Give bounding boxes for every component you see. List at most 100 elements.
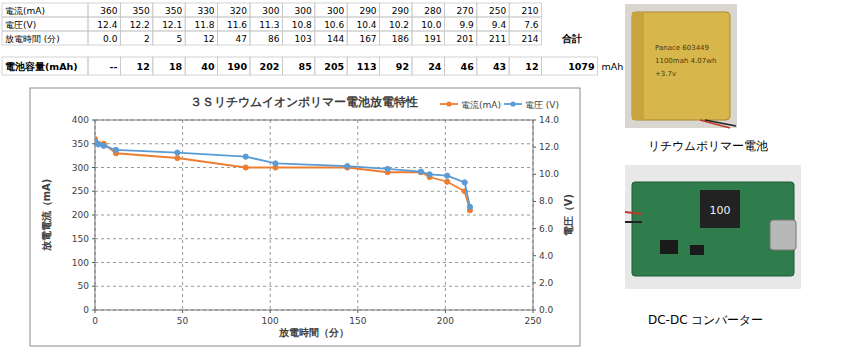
series-marker	[427, 172, 432, 177]
x-tick-label: 0	[92, 316, 98, 326]
table-cell	[509, 57, 541, 75]
legend-marker	[510, 101, 515, 106]
y-tick-label: 400	[72, 115, 89, 125]
table-cell	[444, 17, 476, 31]
cell-text: 10.6	[324, 20, 344, 30]
table-cell	[185, 17, 217, 31]
cell-text: --	[110, 61, 118, 72]
inductor	[700, 190, 740, 228]
wire	[625, 212, 642, 214]
total-unit: mAh	[602, 61, 624, 72]
table-cell	[477, 17, 509, 31]
x-tick	[182, 310, 183, 313]
table-cell	[250, 3, 282, 17]
y-tick	[92, 120, 95, 121]
row-label: 電池容量(mAh)	[5, 61, 78, 72]
cell-text: 300	[327, 6, 344, 16]
cell-text: 9.9	[459, 20, 474, 30]
cell-text: 350	[133, 6, 150, 16]
cell-text: 186	[392, 34, 409, 44]
cell-text: 190	[227, 61, 247, 72]
table-cell	[315, 3, 347, 17]
table-cell	[185, 31, 217, 45]
table-cell	[2, 17, 88, 31]
cell-text: 103	[295, 34, 312, 44]
y-tick	[92, 191, 95, 192]
table-cell	[185, 57, 217, 75]
x-tick	[357, 310, 358, 313]
x-tick-label: 200	[437, 316, 454, 326]
y2-tick	[533, 120, 536, 121]
x-axis-label: 放電時間（分）	[278, 327, 349, 338]
grid-line	[95, 286, 533, 287]
cell-text: 12.1	[162, 20, 182, 30]
cell-text: 250	[489, 6, 506, 16]
y2-axis-label: 電圧（V)	[563, 194, 574, 236]
battery-body	[632, 12, 730, 120]
table-cell	[412, 57, 444, 75]
series-marker	[243, 154, 248, 159]
table-cell	[282, 17, 314, 31]
table-cell	[88, 31, 120, 45]
table-cell	[477, 3, 509, 17]
cell-text: 92	[396, 61, 409, 72]
cell-text: 12	[137, 61, 150, 72]
y-tick	[92, 167, 95, 168]
y-tick-label: 350	[72, 139, 89, 149]
grid-line	[95, 238, 533, 239]
table-cell	[380, 3, 412, 17]
cell-text: 280	[424, 6, 441, 16]
table-cell	[153, 31, 185, 45]
table-cell	[120, 57, 152, 75]
y2-tick	[533, 147, 536, 148]
y-tick	[92, 310, 95, 311]
battery-wire	[705, 120, 736, 126]
row-label: 放電時間 (分)	[5, 34, 60, 44]
series-line	[95, 142, 470, 207]
chart-frame	[30, 88, 580, 346]
series-marker	[462, 180, 467, 185]
y-tick-label: 300	[72, 163, 89, 173]
y2-tick-label: 8.0	[539, 196, 554, 206]
cell-text: 10.8	[292, 20, 312, 30]
table-cell	[315, 57, 347, 75]
series-marker	[175, 150, 180, 155]
series-marker	[101, 143, 106, 148]
y2-tick-label: 14.0	[539, 115, 559, 125]
cell-text: 300	[295, 6, 312, 16]
photos: Panace 6034491100mah 4.07wh+3.7vリチウムポリマー…	[625, 4, 801, 327]
table-cell	[218, 57, 250, 75]
y2-tick	[533, 310, 536, 311]
cell-text: 167	[359, 34, 376, 44]
y-tick-label: 50	[78, 281, 90, 291]
cell-text: 10.0	[421, 20, 441, 30]
total-value: 1079	[568, 61, 594, 72]
inductor-label: 100	[710, 204, 731, 217]
page: 電流(mA)3603503503303203003003002902902802…	[0, 0, 850, 350]
cell-text: 12.4	[97, 20, 117, 30]
table-cell	[315, 31, 347, 45]
legend: 電流(mA)電圧 (V)	[440, 100, 559, 110]
table-cell	[250, 17, 282, 31]
series-marker	[273, 161, 278, 166]
cell-text: 12.2	[130, 20, 150, 30]
y2-tick-label: 0.0	[539, 305, 554, 315]
cell-text: 144	[327, 34, 344, 44]
table-cell	[412, 3, 444, 17]
table-cell	[380, 31, 412, 45]
y-tick-label: 0	[83, 305, 89, 315]
y-tick	[92, 262, 95, 263]
y2-tick	[533, 174, 536, 175]
series-marker	[345, 164, 350, 169]
y-tick	[92, 238, 95, 239]
table-cell	[153, 57, 185, 75]
y2-tick	[533, 255, 536, 256]
chip	[690, 245, 704, 255]
table-cell	[88, 17, 120, 31]
usb-connector	[770, 220, 796, 250]
table-cell	[2, 3, 88, 17]
x-tick-label: 100	[262, 316, 279, 326]
table-cell	[444, 3, 476, 17]
table-cell	[347, 17, 379, 31]
series-marker	[445, 173, 450, 178]
